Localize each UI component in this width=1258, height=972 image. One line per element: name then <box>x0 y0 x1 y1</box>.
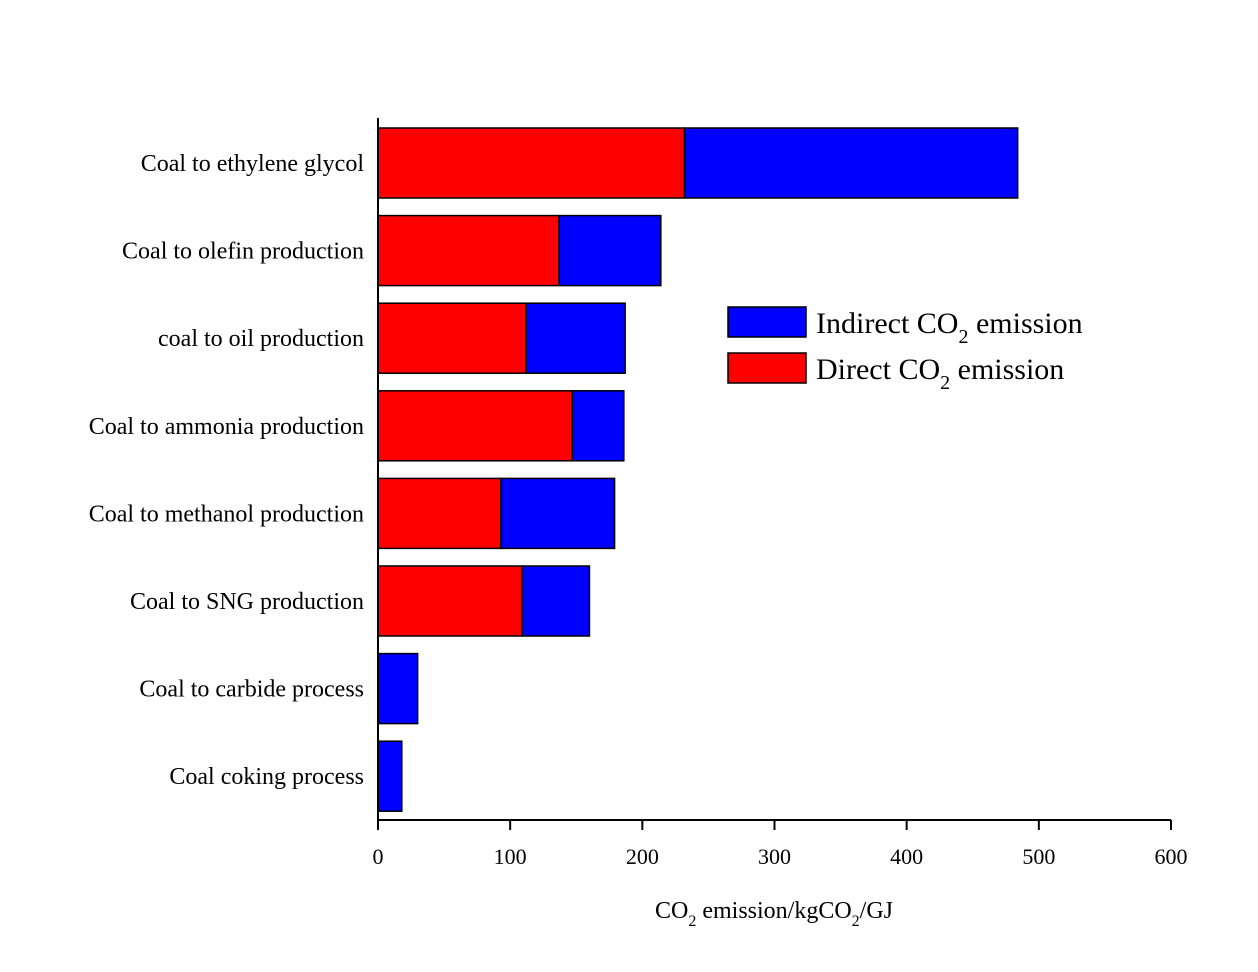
bar-direct-0 <box>377 127 686 199</box>
legend-direct-sub: 2 <box>940 372 950 394</box>
x-tick-label-0: 0 <box>373 844 384 869</box>
legend-direct-suffix: emission <box>950 353 1064 386</box>
legend-label-indirect: Indirect CO2 emission <box>816 307 1083 348</box>
legend-indirect-suffix: emission <box>968 307 1082 340</box>
bar-indirect-6 <box>377 652 419 725</box>
x-axis-title: CO2 emission/kgCO2/GJ <box>655 898 893 930</box>
x-axis-title-sub-1: 2 <box>688 913 696 930</box>
x-axis-title-part-b: emission/kgCO <box>696 898 851 924</box>
bars-group <box>377 127 1019 812</box>
category-label-4: Coal to methanol production <box>89 501 364 527</box>
category-label-5: Coal to SNG production <box>130 589 364 615</box>
legend-direct-prefix: Direct CO <box>816 353 940 386</box>
bar-indirect-0 <box>683 127 1019 199</box>
bar-indirect-1 <box>558 214 662 287</box>
x-ticks: 0 100 200 300 400 500 600 <box>373 820 1188 869</box>
legend: Indirect CO2 emission Direct CO2 emissio… <box>727 306 1083 394</box>
x-tick-label-6: 600 <box>1155 844 1188 869</box>
x-axis-title-part-a: CO <box>655 898 688 924</box>
category-label-3: Coal to ammonia production <box>89 414 364 440</box>
x-axis-title-part-c: /GJ <box>860 898 893 924</box>
category-label-2: coal to oil production <box>158 326 364 352</box>
bar-direct-4 <box>377 477 502 550</box>
bar-indirect-2 <box>525 302 626 374</box>
bar-indirect-3 <box>571 390 625 462</box>
category-label-1: Coal to olefin production <box>122 239 364 265</box>
legend-indirect-sub: 2 <box>958 326 968 348</box>
legend-indirect-prefix: Indirect CO <box>816 307 958 340</box>
category-label-6: Coal to carbide process <box>139 677 364 703</box>
x-tick-label-3: 300 <box>758 844 791 869</box>
bar-indirect-7 <box>377 740 403 812</box>
x-tick-label-5: 500 <box>1022 844 1055 869</box>
category-labels: Coal to ethylene glycol Coal to olefin pr… <box>89 151 365 790</box>
bar-direct-2 <box>377 302 527 374</box>
legend-swatch-indirect <box>727 306 807 338</box>
category-label-0: Coal to ethylene glycol <box>141 151 365 177</box>
bar-indirect-5 <box>521 565 591 637</box>
bar-indirect-4 <box>500 477 616 550</box>
x-tick-label-1: 100 <box>494 844 527 869</box>
bar-direct-1 <box>377 214 560 287</box>
x-tick-label-4: 400 <box>890 844 923 869</box>
legend-swatch-direct <box>727 352 807 384</box>
bar-direct-5 <box>377 565 523 637</box>
x-tick-label-2: 200 <box>626 844 659 869</box>
bar-direct-3 <box>377 390 574 462</box>
legend-label-direct: Direct CO2 emission <box>816 353 1064 394</box>
x-axis-title-sub-2: 2 <box>852 913 860 930</box>
category-label-7: Coal coking process <box>169 764 364 790</box>
